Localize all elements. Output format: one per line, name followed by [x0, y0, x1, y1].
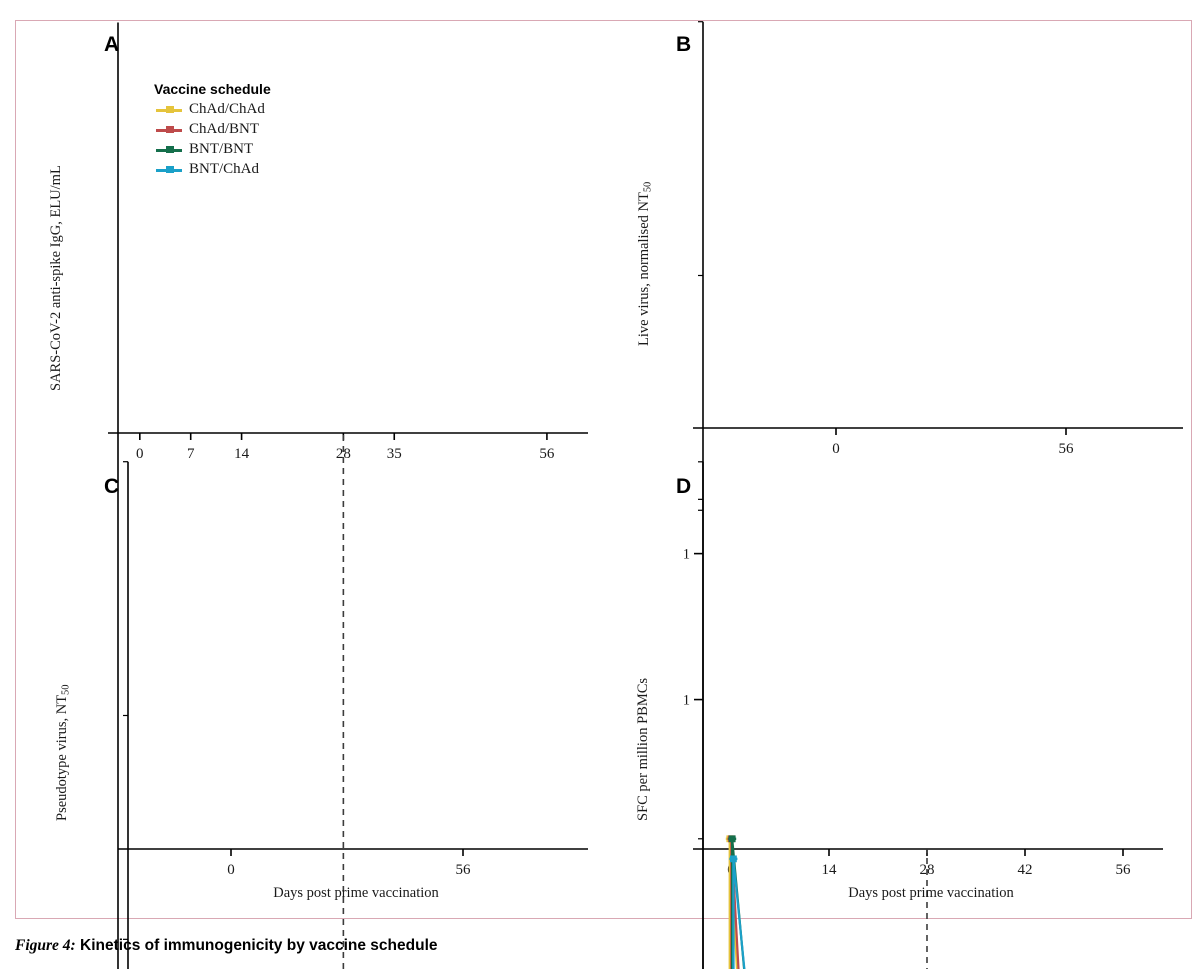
panel-b-letter: B [676, 33, 692, 56]
panel-c-y-axis-label: Pseudotype virus, NT50 [54, 685, 72, 822]
panel-b-plot: 10 0001000100101 0 56 [683, 21, 1183, 969]
panel-d-y-axis-label: SFC per million PBMCs [635, 677, 651, 821]
panel-d-plot: 1000100101014284256 [683, 461, 1163, 969]
y-axis: 10 0001000100101 [683, 21, 704, 969]
x-tick-label: 7 [187, 446, 195, 462]
data-point-marker [730, 855, 737, 863]
legend-swatch-bnt-chad [156, 165, 182, 173]
panel-b-y-axis-label-text: Live virus, normalised NT [636, 192, 652, 346]
panel-b-y-axis-label-subscript: 50 [642, 181, 654, 193]
panel-c-plot: 10 0001000100101 0 56 [118, 461, 588, 969]
series-bnt-chad [729, 855, 746, 969]
panel-a: A SARS-CoV-2 anti-spike IgG, ELU/mL 100 … [16, 21, 616, 969]
panel-c-letter: C [104, 475, 120, 498]
panel-a-y-axis-label: SARS-CoV-2 anti-spike IgG, ELU/mL [48, 165, 64, 391]
x-tick-label: 35 [387, 446, 402, 462]
data-point-marker [728, 835, 736, 843]
legend-label-bnt-chad: BNT/ChAd [189, 161, 260, 177]
x-tick-label: 14 [234, 446, 250, 462]
x-tick-label: 56 [1116, 862, 1132, 878]
x-tick-label: 0 [832, 441, 840, 457]
series-chad-chad [725, 835, 739, 969]
panel-d: D SFC per million PBMCs Days post prime … [611, 461, 1193, 969]
panel-a-plot: 100 0001000100714283556 [108, 22, 588, 969]
x-tick-label: 56 [1059, 441, 1075, 457]
y-axis: 10 0001000100101 [123, 461, 129, 969]
x-tick-label: 0 [136, 446, 144, 462]
panel-c-y-axis-label-text: Pseudotype virus, NT [54, 694, 70, 821]
x-axis: 0 7 14 28 35 56 [108, 432, 588, 462]
panel-b-y-axis-label: Live virus, normalised NT50 [636, 182, 654, 346]
legend-swatch-bnt-bnt [156, 145, 182, 153]
legend-label-chad-bnt: ChAd/BNT [189, 121, 260, 137]
panel-c: C Pseudotype virus, NT50 Days post prime… [16, 461, 616, 969]
series-bnt-bnt [728, 835, 746, 969]
x-tick-label: 14 [822, 862, 838, 878]
legend-swatch-chad-bnt [156, 125, 182, 133]
figure-caption: Figure 4: Kinetics of immunogenicity by … [15, 937, 438, 955]
panel-d-x-axis-label: Days post prime vaccination [848, 885, 1014, 901]
y-tick-label: 1 [683, 547, 690, 563]
x-tick-label: 28 [336, 446, 351, 462]
x-tick-label: 56 [539, 446, 555, 462]
x-tick-label: 0 [227, 862, 235, 878]
panel-c-x-axis-label: Days post prime vaccination [273, 885, 439, 901]
panel-d-letter: D [676, 475, 692, 498]
panel-a-letter: A [104, 33, 120, 56]
x-axis: 0 56 [693, 427, 1183, 457]
figure-caption-title: Kinetics of immunogenicity by vaccine sc… [80, 937, 438, 954]
legend-label-bnt-bnt: BNT/BNT [189, 141, 254, 157]
legend-label-chad-chad: ChAd/ChAd [189, 101, 265, 117]
figure-frame: A SARS-CoV-2 anti-spike IgG, ELU/mL 100 … [15, 20, 1193, 969]
x-tick-label: 42 [1018, 862, 1033, 878]
y-tick-label: 1 [683, 693, 690, 709]
figure-caption-number: Figure 4: [15, 937, 76, 954]
y-axis: 1000100101 [683, 461, 704, 969]
legend-swatch-chad-chad [156, 105, 182, 113]
x-tick-label: 56 [456, 862, 472, 878]
panel-c-y-axis-label-subscript: 50 [60, 684, 72, 695]
x-axis: 0 56 [118, 848, 588, 878]
panel-b: B Live virus, normalised NT50 10 0001000… [611, 21, 1193, 969]
series-line [728, 838, 739, 969]
x-axis: 014284256 [693, 848, 1163, 878]
legend-title: Vaccine schedule [154, 81, 271, 97]
series-line [731, 838, 746, 969]
